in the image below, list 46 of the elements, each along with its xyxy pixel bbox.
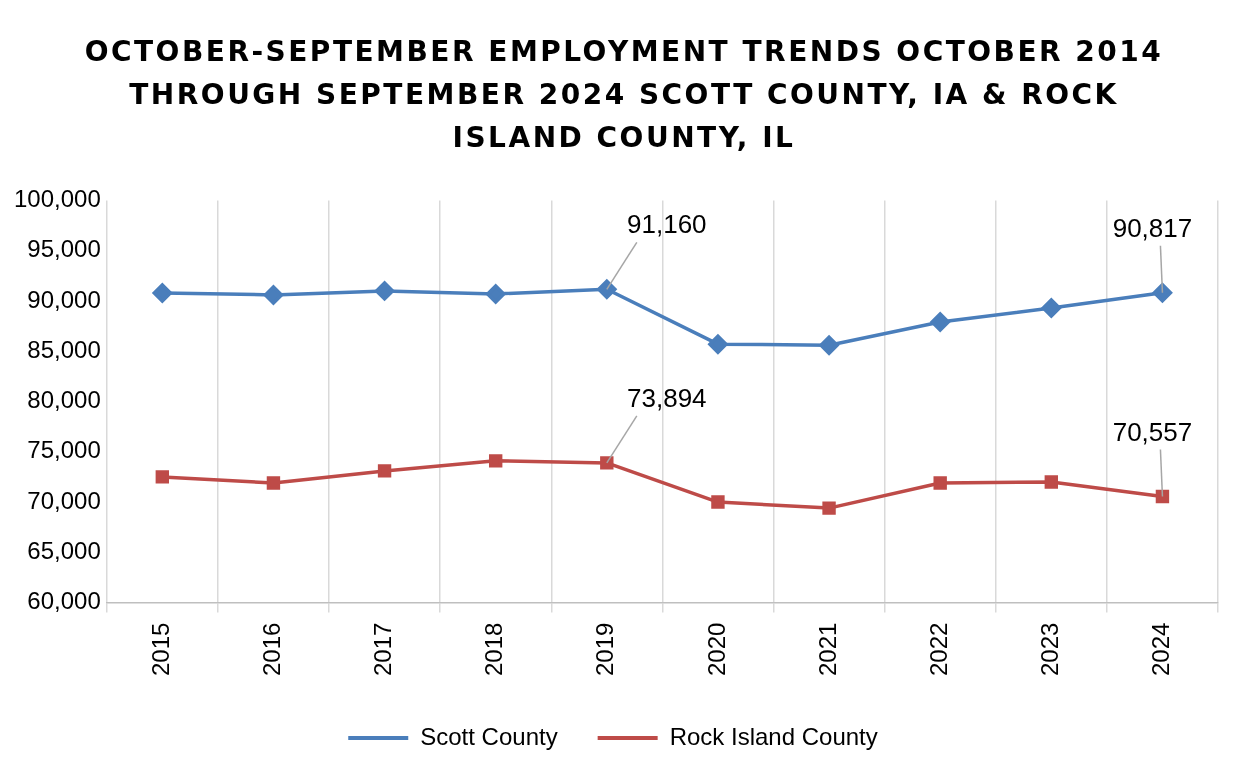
point bbox=[155, 470, 170, 484]
point bbox=[600, 456, 614, 470]
y-tick-label: 75,000 bbox=[27, 436, 101, 464]
legend-label: Rock Island County bbox=[669, 722, 878, 750]
point bbox=[597, 279, 617, 300]
y-tick-label: 80,000 bbox=[27, 386, 101, 414]
x-tick-label: 2019 bbox=[591, 622, 619, 676]
y-tick-label: 90,000 bbox=[27, 285, 101, 313]
legend-label: Scott County bbox=[420, 722, 558, 750]
x-tick-label: 2016 bbox=[258, 622, 286, 676]
point bbox=[488, 454, 503, 468]
data-label: 90,817 bbox=[1112, 212, 1193, 243]
y-tick-label: 95,000 bbox=[27, 235, 101, 263]
point bbox=[152, 283, 173, 303]
point bbox=[930, 312, 950, 332]
data-label: 73,894 bbox=[627, 383, 707, 414]
y-tick-label: 65,000 bbox=[27, 536, 101, 564]
chart-title: OCTOBER-SEPTEMBER EMPLOYMENT TRENDS OCTOBER 2014 THROUGH SEPTEMBER 2024 SCOTT COUNTY, IA & ROCK ISLAND COUNTY, IL bbox=[83, 34, 1165, 156]
x-tick-label: 2022 bbox=[924, 622, 952, 676]
point bbox=[485, 284, 506, 304]
point bbox=[1044, 475, 1059, 489]
x-tick-label: 2017 bbox=[369, 622, 397, 676]
point bbox=[1152, 282, 1173, 303]
point bbox=[933, 476, 947, 490]
point bbox=[711, 495, 725, 509]
x-tick-label: 2020 bbox=[702, 622, 730, 676]
point bbox=[1041, 298, 1062, 318]
data-label: 91,160 bbox=[627, 209, 707, 240]
point bbox=[822, 501, 836, 515]
y-tick-label: 100,000 bbox=[13, 185, 101, 213]
point bbox=[266, 476, 281, 490]
y-tick-label: 60,000 bbox=[27, 587, 101, 615]
point bbox=[1155, 489, 1170, 504]
point bbox=[374, 281, 395, 301]
x-tick-label: 2018 bbox=[480, 622, 508, 676]
point bbox=[263, 285, 284, 305]
point bbox=[708, 334, 728, 354]
data-label: 70,557 bbox=[1112, 416, 1193, 447]
point bbox=[377, 464, 392, 478]
x-tick-label: 2024 bbox=[1147, 622, 1175, 676]
x-tick-label: 2021 bbox=[813, 622, 841, 676]
y-tick-label: 70,000 bbox=[27, 486, 101, 514]
x-tick-label: 2023 bbox=[1035, 622, 1063, 676]
point bbox=[819, 335, 839, 355]
x-tick-label: 2015 bbox=[146, 622, 174, 676]
y-tick-label: 85,000 bbox=[27, 335, 101, 363]
